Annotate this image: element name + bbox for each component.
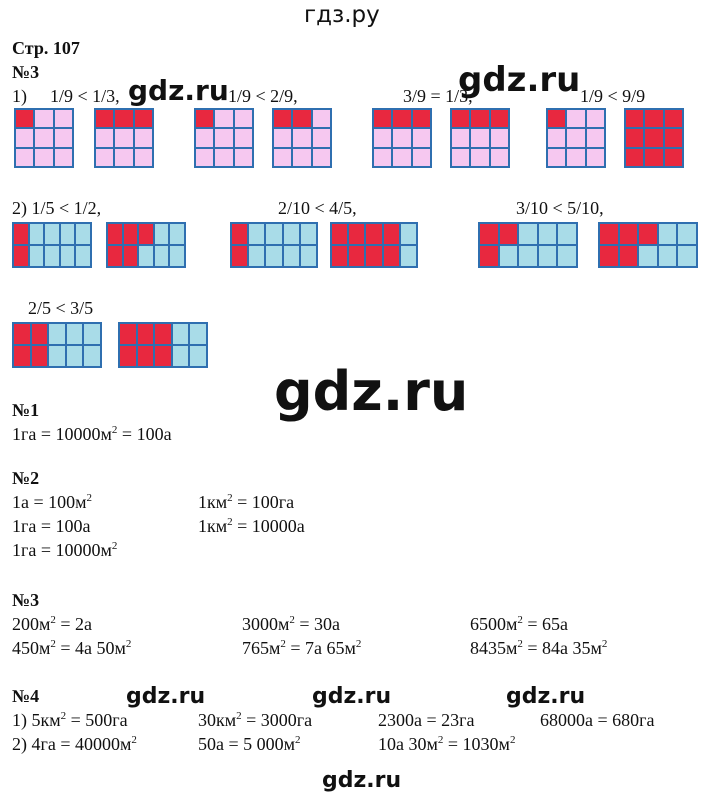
row1-prefix: 1) xyxy=(12,86,27,106)
watermark: gdz.ru xyxy=(322,768,402,793)
sec3b-a2: 3000м2 = 30а xyxy=(242,614,341,634)
section-3b-title: №3 xyxy=(12,590,40,610)
page-number: Стр. 107 xyxy=(12,38,80,58)
grid-1-5 xyxy=(12,222,92,268)
cmp-4: 1/9 < 9/9 xyxy=(580,86,646,106)
cmp-3: 3/9 = 1/3, xyxy=(403,86,473,106)
grid-3-5 xyxy=(118,322,208,368)
grid-3-9 xyxy=(372,108,432,168)
sec2-l1b: 1км2 = 100га xyxy=(198,492,295,512)
grid-4-5 xyxy=(330,222,418,268)
grid-1-3 xyxy=(94,108,154,168)
grid-1-9-b xyxy=(194,108,254,168)
sec4-r1d: 68000а = 680га xyxy=(540,710,655,730)
watermark: gdz.ru xyxy=(458,60,581,100)
sec4-r2a: 2) 4га = 40000м2 xyxy=(12,734,137,754)
grid-1-3-b xyxy=(450,108,510,168)
grid-9-9 xyxy=(624,108,684,168)
watermark: gdz.ru xyxy=(506,684,586,709)
section-2-title: №2 xyxy=(12,468,40,488)
sec4-r1a: 1) 5км2 = 500га xyxy=(12,710,128,730)
watermark: gdz.ru xyxy=(312,684,392,709)
cmp-1: 1/9 < 1/3, xyxy=(50,86,120,106)
grid-2-9 xyxy=(272,108,332,168)
grid-2-10 xyxy=(230,222,318,268)
section-4-title: №4 xyxy=(12,686,40,706)
grid-1-9-a xyxy=(14,108,74,168)
sec1-line: 1га = 10000м2 = 100а xyxy=(12,424,172,444)
section-1-title: №1 xyxy=(12,400,40,420)
row3-cmp: 2/5 < 3/5 xyxy=(28,298,94,318)
watermark: gdz.ru xyxy=(274,360,469,423)
sec2-l2b: 1км2 = 10000а xyxy=(198,516,305,536)
sec3b-b1: 450м2 = 4а 50м2 xyxy=(12,638,132,658)
row2-cmp-2: 2/10 < 4/5, xyxy=(278,198,357,218)
grid-5-10 xyxy=(598,222,698,268)
grid-1-9-c xyxy=(546,108,606,168)
watermark: gdz.ru xyxy=(126,684,206,709)
sec2-l1a: 1а = 100м2 xyxy=(12,492,93,512)
sec4-r2b: 50а = 5 000м2 xyxy=(198,734,301,754)
sec2-l3a: 1га = 10000м2 xyxy=(12,540,118,560)
section-3a-title: №3 xyxy=(12,62,40,82)
sec3b-b3: 8435м2 = 84а 35м2 xyxy=(470,638,608,658)
sec4-r1b: 30км2 = 3000га xyxy=(198,710,313,730)
watermark: gdz.ru xyxy=(128,74,229,107)
sec3b-a3: 6500м2 = 65а xyxy=(470,614,569,634)
sec4-r2c: 10а 30м2 = 1030м2 xyxy=(378,734,516,754)
row2-cmp-3: 3/10 < 5/10, xyxy=(516,198,604,218)
sec3b-a1: 200м2 = 2а xyxy=(12,614,93,634)
grid-3-10 xyxy=(478,222,578,268)
cmp-2: 1/9 < 2/9, xyxy=(228,86,298,106)
sec3b-b2: 765м2 = 7а 65м2 xyxy=(242,638,362,658)
sec2-l2a: 1га = 100а xyxy=(12,516,91,536)
sec4-r1c: 2300а = 23га xyxy=(378,710,475,730)
grid-1-2 xyxy=(106,222,186,268)
site-header: гдз.ру xyxy=(304,2,380,28)
row2-cmp-1: 2) 1/5 < 1/2, xyxy=(12,198,102,218)
grid-2-5 xyxy=(12,322,102,368)
